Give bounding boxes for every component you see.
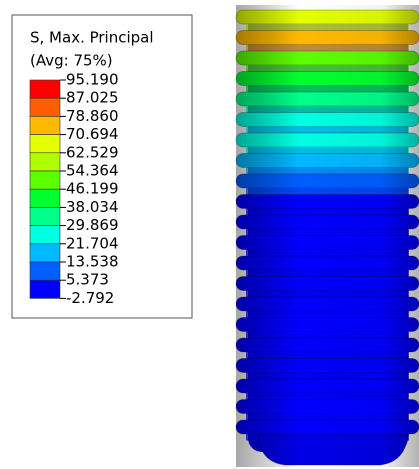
color-band [30,153,60,171]
legend-label: -2.792 [66,289,114,307]
legend-subtitle: (Avg: 75%) [30,52,113,70]
legend-label: 21.704 [66,234,119,252]
legend-label: 46.199 [66,180,119,198]
color-band [30,116,60,134]
color-band [30,98,60,116]
implant-model [236,5,419,467]
legend-label: 78.860 [66,107,119,125]
color-band [30,171,60,189]
color-band [30,80,60,98]
legend-title: S, Max. Principal [30,29,154,47]
viewport: S, Max. Principal (Avg: 75%) 95.19087.02… [0,0,419,469]
legend-label: 54.364 [66,162,119,180]
legend-label: 5.373 [66,271,109,289]
legend-label: 62.529 [66,143,119,161]
color-band [30,244,60,262]
legend-label: 38.034 [66,198,119,216]
legend-label: 95.190 [66,71,119,89]
legend-label: 29.869 [66,216,119,234]
legend-label: 70.694 [66,125,119,143]
color-band [30,207,60,225]
legend-label: 87.025 [66,89,119,107]
color-band [30,135,60,153]
legend-label: 13.538 [66,253,119,271]
color-band [30,262,60,280]
color-band [30,189,60,207]
color-band [30,226,60,244]
implant-shading [236,5,419,467]
color-band [30,280,60,298]
color-bar: 95.19087.02578.86070.69462.52954.36446.1… [30,71,119,307]
contour-plot: S, Max. Principal (Avg: 75%) 95.19087.02… [0,0,419,469]
